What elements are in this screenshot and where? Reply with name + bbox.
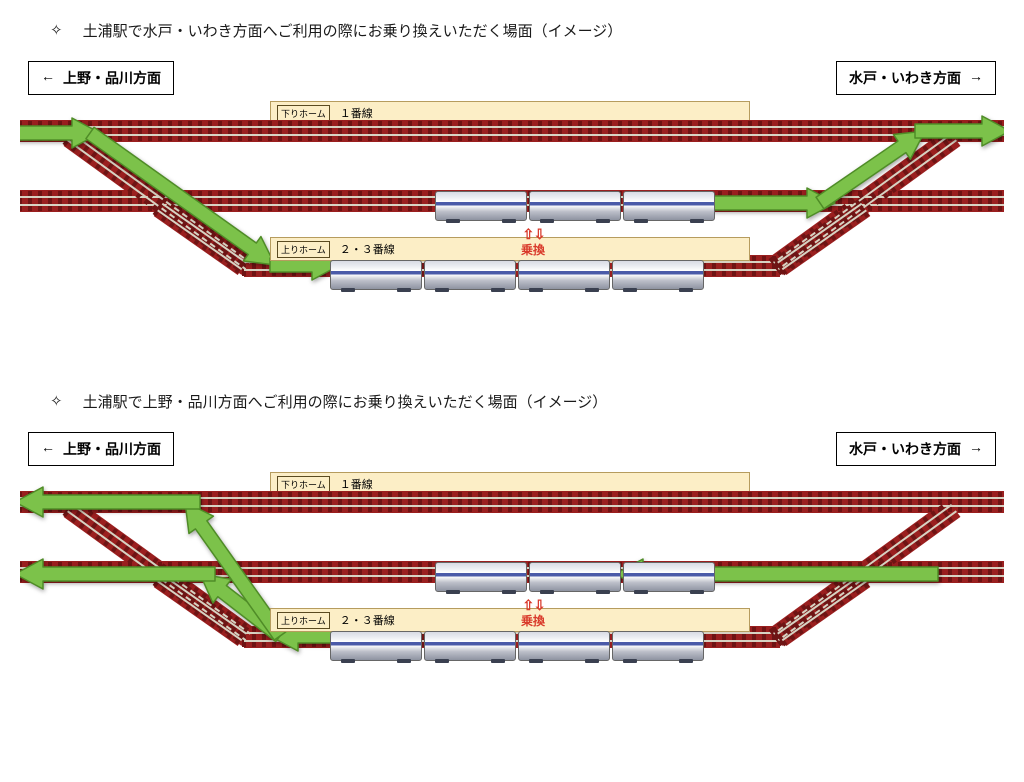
train-lower-2 [330, 631, 706, 661]
direction-left-text: 上野・品川方面 [63, 68, 161, 88]
direction-right-text: 水戸・いわき方面 [849, 439, 961, 459]
direction-left-box: ← 上野・品川方面 [28, 61, 174, 95]
train-lower-1 [330, 260, 706, 290]
transfer-arrows-icon: ⇧ ⇩ [508, 231, 558, 241]
platform-23-small: 上りホーム [277, 241, 330, 258]
platform-23-main: ２・３番線 [340, 612, 395, 628]
platform-23-main: ２・３番線 [340, 241, 395, 257]
transfer-text: 乗換 [508, 241, 558, 258]
train-upper-1 [435, 191, 717, 221]
transfer-badge-1: ⇧ ⇩ 乗換 [508, 231, 558, 258]
direction-right-box: 水戸・いわき方面 → [836, 432, 996, 466]
diagram-1: ← 上野・品川方面 水戸・いわき方面 → 下りホーム １番線 上りホーム ２・３… [20, 61, 1004, 311]
transfer-arrows-icon: ⇧ ⇩ [508, 602, 558, 612]
arrow-left-icon: ← [41, 441, 55, 457]
direction-left-text: 上野・品川方面 [63, 439, 161, 459]
bullet-icon: ✧ [50, 392, 63, 411]
arrow-right-icon: → [969, 70, 983, 86]
bullet-icon: ✧ [50, 21, 63, 40]
platform-23-small: 上りホーム [277, 612, 330, 629]
direction-left-box: ← 上野・品川方面 [28, 432, 174, 466]
arrow-right-icon: → [969, 441, 983, 457]
arrow-left-icon: ← [41, 70, 55, 86]
diagram-2: ← 上野・品川方面 水戸・いわき方面 → 下りホーム １番線 上りホーム ２・３… [20, 432, 1004, 682]
scenario-2-title: ✧ 土浦駅で上野・品川方面へご利用の際にお乗り換えいただく場面（イメージ） [50, 391, 1004, 412]
scenario-1-title-text: 土浦駅で水戸・いわき方面へご利用の際にお乗り換えいただく場面（イメージ） [83, 20, 623, 41]
transfer-text: 乗換 [508, 612, 558, 629]
scenario-2-title-text: 土浦駅で上野・品川方面へご利用の際にお乗り換えいただく場面（イメージ） [83, 391, 608, 412]
scenario-1-title: ✧ 土浦駅で水戸・いわき方面へご利用の際にお乗り換えいただく場面（イメージ） [50, 20, 1004, 41]
direction-right-box: 水戸・いわき方面 → [836, 61, 996, 95]
direction-right-text: 水戸・いわき方面 [849, 68, 961, 88]
transfer-badge-2: ⇧ ⇩ 乗換 [508, 602, 558, 629]
train-upper-2 [435, 562, 717, 592]
